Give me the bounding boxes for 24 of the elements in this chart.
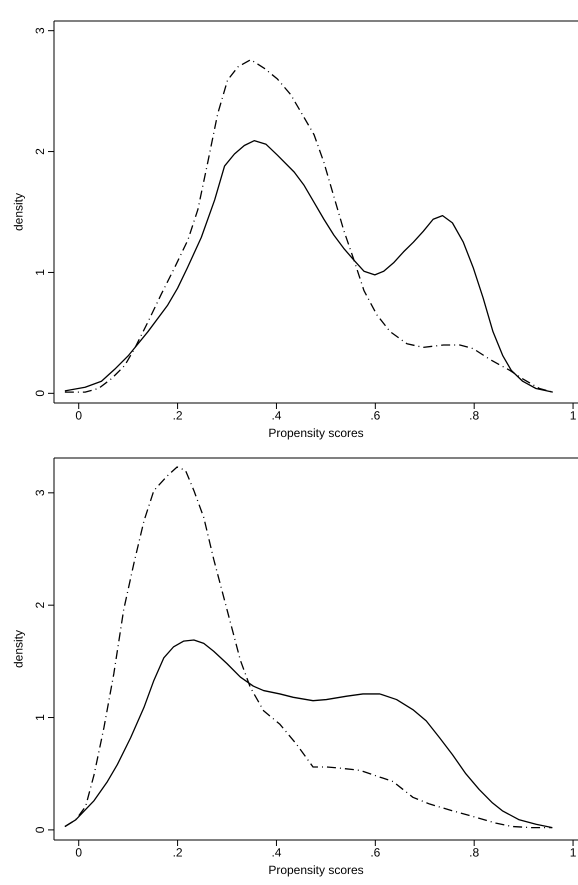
x-tick-label: 0 [75,846,82,860]
x-tick-label: .6 [370,408,381,423]
x-tick-label: 1 [570,408,577,423]
y-tick-label: 1 [33,714,47,721]
x-tick-label: .4 [271,846,282,860]
x-tick-label: 0 [75,408,82,423]
x-tick-label: .2 [172,408,183,423]
x-axis-title: Propensity scores [268,863,364,877]
y-tick-label: 1 [33,268,47,276]
y-axis-title: density [11,630,26,668]
x-tick-label: .8 [469,408,480,423]
y-axis-title: density [11,192,26,232]
x-axis-title: Propensity scores [268,426,364,440]
y-tick-label: 3 [33,489,47,496]
x-tick-label: .4 [271,408,282,423]
y-tick-label: 0 [33,390,47,397]
y-tick-label: 0 [33,826,47,834]
y-tick-label: 2 [33,148,47,155]
x-tick-label: .2 [172,846,183,860]
y-tick-label: 3 [33,27,47,34]
x-tick-label: .8 [469,846,480,860]
y-tick-label: 2 [33,602,47,609]
x-tick-label: .6 [370,846,381,860]
x-tick-label: 1 [570,846,577,860]
